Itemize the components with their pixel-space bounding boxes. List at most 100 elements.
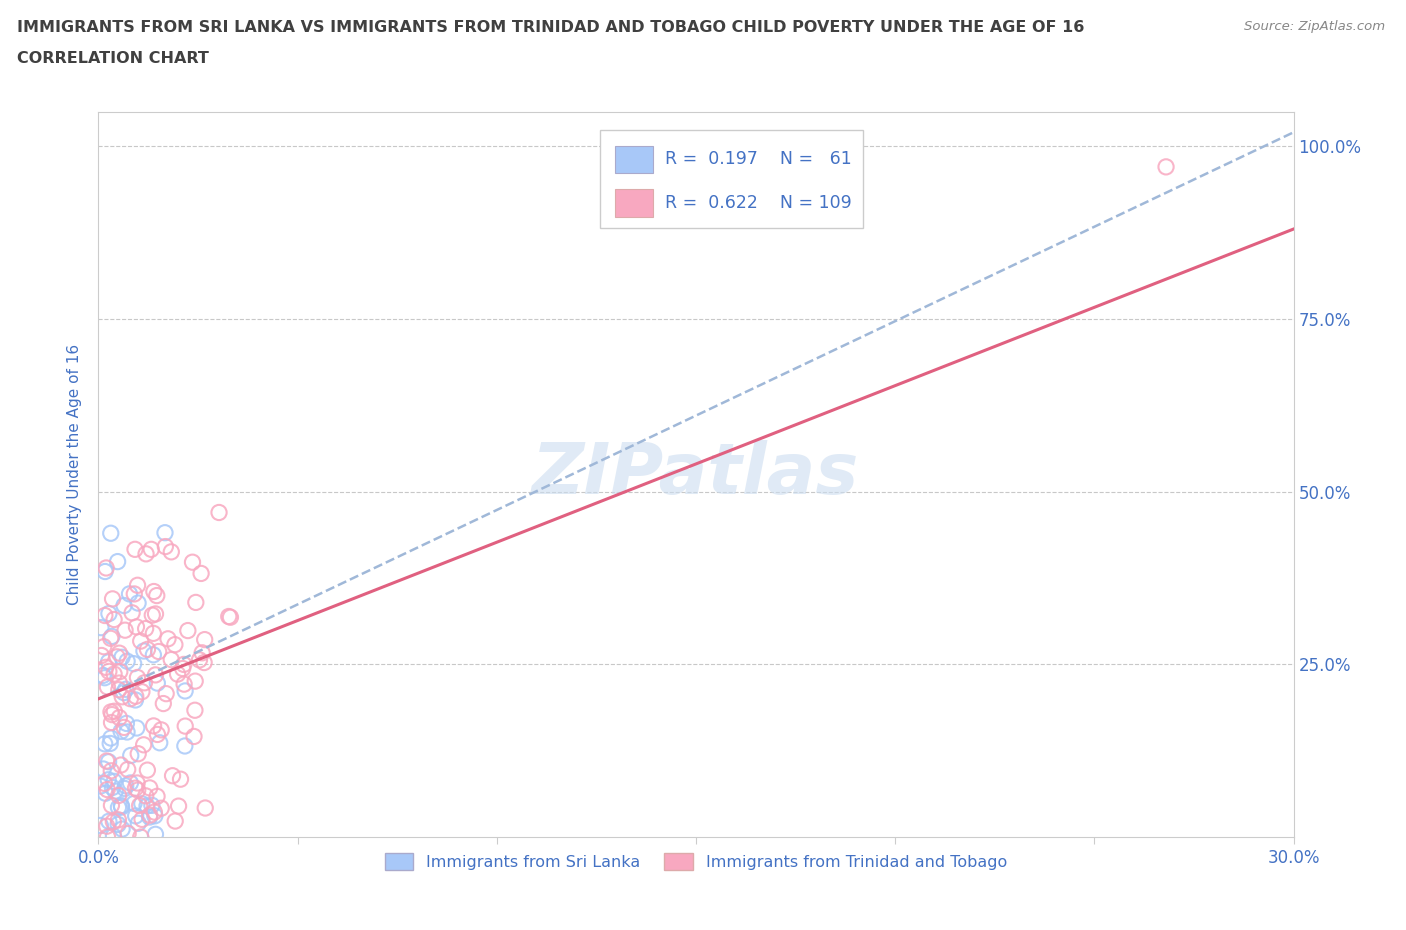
- Point: [138, 780, 160, 795]
- FancyBboxPatch shape: [614, 189, 652, 217]
- Point: [184, 595, 207, 610]
- Point: [122, 657, 145, 671]
- Point: [89, 778, 111, 793]
- Point: [100, 715, 122, 730]
- Point: [165, 814, 187, 829]
- Point: [120, 748, 142, 763]
- Point: [146, 676, 169, 691]
- Point: [190, 566, 212, 581]
- Point: [94, 608, 117, 623]
- Text: R =  0.197    N =   61: R = 0.197 N = 61: [665, 151, 852, 168]
- Point: [114, 778, 136, 793]
- Point: [107, 800, 129, 815]
- Point: [101, 780, 124, 795]
- Point: [114, 682, 136, 697]
- Point: [105, 649, 128, 664]
- Point: [173, 677, 195, 692]
- Point: [142, 584, 165, 599]
- Point: [150, 723, 173, 737]
- Legend: Immigrants from Sri Lanka, Immigrants from Trinidad and Tobago: Immigrants from Sri Lanka, Immigrants fr…: [378, 847, 1014, 876]
- Point: [146, 727, 169, 742]
- Point: [93, 639, 115, 654]
- Point: [208, 505, 231, 520]
- Point: [125, 721, 148, 736]
- Point: [134, 675, 156, 690]
- Point: [181, 555, 204, 570]
- Point: [107, 788, 129, 803]
- Point: [127, 816, 149, 830]
- Point: [143, 808, 166, 823]
- Point: [152, 697, 174, 711]
- Point: [103, 612, 125, 627]
- Point: [160, 544, 183, 559]
- Point: [100, 704, 122, 719]
- Point: [136, 763, 159, 777]
- Y-axis label: Child Poverty Under the Age of 16: Child Poverty Under the Age of 16: [67, 344, 83, 604]
- Point: [107, 554, 129, 569]
- Point: [96, 818, 118, 833]
- Point: [96, 753, 118, 768]
- Point: [188, 653, 211, 668]
- Point: [174, 719, 197, 734]
- Point: [91, 762, 114, 777]
- Point: [97, 772, 120, 787]
- Point: [114, 623, 136, 638]
- Point: [131, 812, 153, 827]
- Point: [219, 610, 242, 625]
- Point: [124, 542, 146, 557]
- Point: [132, 644, 155, 658]
- Point: [136, 799, 159, 814]
- Point: [93, 737, 115, 751]
- Text: Source: ZipAtlas.com: Source: ZipAtlas.com: [1244, 20, 1385, 33]
- Point: [94, 786, 117, 801]
- Point: [155, 686, 177, 701]
- Point: [183, 729, 205, 744]
- Text: R =  0.622    N = 109: R = 0.622 N = 109: [665, 194, 852, 212]
- Point: [101, 591, 124, 606]
- Point: [107, 817, 129, 832]
- Point: [96, 782, 118, 797]
- Point: [135, 789, 157, 804]
- Point: [122, 796, 145, 811]
- Point: [118, 587, 141, 602]
- Point: [108, 645, 131, 660]
- Point: [112, 685, 135, 700]
- Point: [150, 801, 173, 816]
- Point: [138, 808, 160, 823]
- Point: [100, 525, 122, 540]
- Point: [93, 776, 115, 790]
- Point: [124, 693, 146, 708]
- Point: [115, 724, 138, 739]
- Point: [111, 822, 134, 837]
- Point: [132, 737, 155, 752]
- Point: [169, 772, 191, 787]
- Point: [128, 798, 150, 813]
- Point: [103, 829, 125, 844]
- Point: [129, 830, 152, 844]
- Point: [111, 650, 134, 665]
- Point: [110, 798, 132, 813]
- Point: [108, 664, 131, 679]
- Point: [104, 784, 127, 799]
- Point: [108, 711, 131, 725]
- Point: [127, 670, 149, 684]
- Point: [127, 783, 149, 798]
- Point: [111, 689, 134, 704]
- Point: [110, 724, 132, 738]
- Point: [194, 632, 217, 647]
- FancyBboxPatch shape: [614, 146, 652, 173]
- Point: [120, 776, 142, 790]
- Point: [146, 789, 169, 804]
- Point: [120, 691, 142, 706]
- Point: [103, 774, 125, 789]
- Point: [127, 746, 149, 761]
- Point: [110, 758, 132, 773]
- Point: [142, 719, 165, 734]
- Point: [135, 547, 157, 562]
- Point: [100, 798, 122, 813]
- Point: [174, 684, 197, 698]
- Point: [90, 648, 112, 663]
- Point: [117, 826, 139, 841]
- Point: [97, 754, 120, 769]
- Point: [193, 655, 215, 670]
